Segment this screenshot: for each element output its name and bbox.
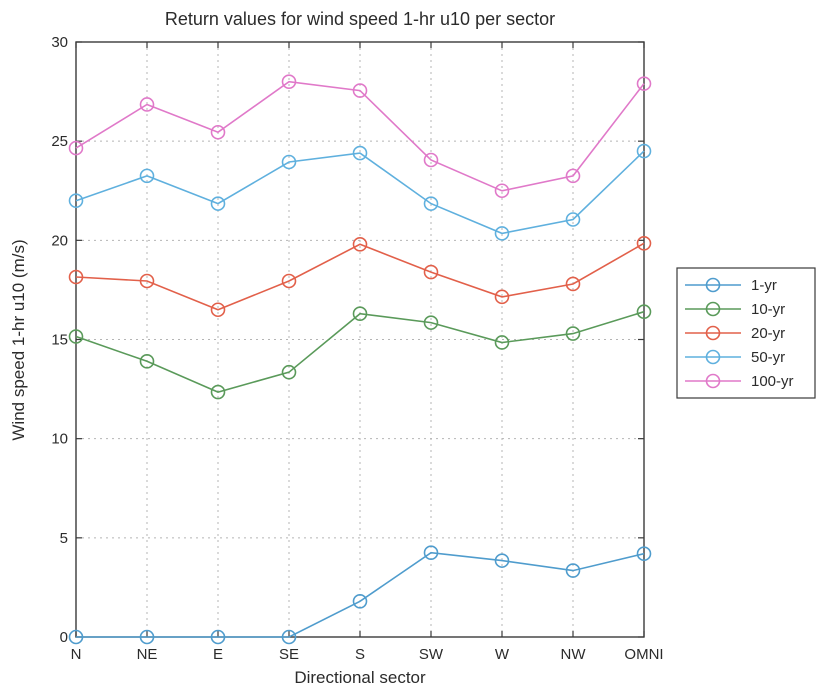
y-tick-label: 25	[51, 133, 68, 150]
legend-marker-20-yr	[705, 325, 721, 341]
data-point	[494, 335, 510, 350]
data-point	[68, 629, 84, 645]
data-point	[423, 545, 439, 561]
data-point	[494, 226, 510, 241]
data-point	[352, 593, 368, 609]
data-point	[68, 269, 84, 285]
data-point	[494, 553, 510, 568]
series-line-1-yr	[76, 551, 645, 638]
series-line-10-yr	[75, 310, 645, 393]
x-tick-label: SW	[419, 646, 444, 663]
data-point	[423, 264, 439, 280]
series-10-yr	[68, 304, 652, 400]
legend-label-100-yr: 100-yr	[751, 373, 794, 390]
axis-ticks: N NE E SE S SW W NW OMNI 0 5 10 15 20 25 30	[51, 34, 663, 663]
legend-marker-50-yr	[705, 349, 721, 365]
data-point	[281, 74, 297, 89]
data-point	[281, 273, 297, 289]
data-point	[352, 237, 368, 252]
series-line-20-yr	[75, 242, 645, 311]
legend-label-10-yr: 10-yr	[751, 301, 785, 318]
x-tick-label: OMNI	[624, 646, 663, 663]
data-point	[139, 97, 155, 112]
grid	[76, 42, 644, 637]
data-point	[565, 326, 581, 341]
data-point	[494, 183, 510, 199]
y-tick-label: 10	[51, 431, 68, 448]
data-point	[210, 124, 226, 140]
data-point	[565, 276, 581, 292]
series-50-yr	[68, 143, 652, 241]
series-20-yr	[68, 236, 652, 318]
x-tick-label: W	[495, 646, 510, 663]
data-point	[636, 236, 652, 251]
data-point	[68, 140, 84, 156]
series-line-100-yr	[75, 80, 645, 192]
y-tick-label: 15	[51, 332, 68, 349]
data-point	[423, 196, 439, 211]
data-point	[565, 212, 581, 227]
data-point	[281, 154, 297, 170]
data-point	[565, 563, 581, 578]
legend-label-20-yr: 20-yr	[751, 325, 785, 342]
data-point	[139, 629, 155, 645]
y-tick-label: 30	[51, 34, 68, 51]
x-tick-label: NW	[561, 646, 587, 663]
x-axis-label: Directional sector	[294, 668, 426, 687]
legend: 1-yr 10-yr 20-yr 50-yr 100-yr	[676, 267, 816, 399]
legend-label-1-yr: 1-yr	[751, 277, 777, 294]
data-point	[139, 168, 155, 184]
data-point	[636, 143, 652, 159]
x-tick-label: N	[71, 646, 82, 663]
data-point	[352, 306, 368, 322]
series-line-50-yr	[75, 150, 645, 235]
data-point	[68, 329, 84, 344]
x-tick-label: NE	[137, 646, 158, 663]
series-lines	[68, 74, 652, 645]
data-point	[636, 304, 652, 320]
series-1-yr	[68, 545, 652, 645]
data-point	[210, 196, 226, 211]
data-point	[210, 302, 226, 318]
data-point	[636, 76, 652, 91]
chart-title: Return values for wind speed 1-hr u10 pe…	[165, 9, 555, 29]
data-point	[281, 629, 297, 645]
legend-label-50-yr: 50-yr	[751, 349, 785, 366]
data-point	[281, 364, 297, 380]
data-point	[494, 289, 510, 305]
data-point	[139, 273, 155, 289]
x-tick-label: E	[213, 646, 223, 663]
data-point	[139, 354, 155, 369]
legend-marker-100-yr	[705, 373, 721, 389]
data-point	[423, 152, 439, 168]
series-100-yr	[68, 74, 652, 199]
y-tick-label: 5	[60, 530, 68, 547]
y-tick-label: 20	[51, 232, 68, 249]
data-point	[210, 384, 226, 400]
x-tick-label: S	[355, 646, 365, 663]
data-point	[565, 168, 581, 184]
y-axis-label: Wind speed 1-hr u10 (m/s)	[9, 239, 28, 440]
data-point	[636, 546, 652, 562]
legend-marker-1-yr	[705, 277, 721, 293]
data-point	[352, 145, 368, 161]
y-tick-label: 0	[60, 629, 68, 646]
data-point	[423, 315, 439, 330]
data-point	[352, 83, 368, 98]
legend-marker-10-yr	[705, 301, 721, 317]
data-point	[210, 629, 226, 645]
x-tick-label: SE	[279, 646, 299, 663]
data-point	[68, 193, 84, 208]
